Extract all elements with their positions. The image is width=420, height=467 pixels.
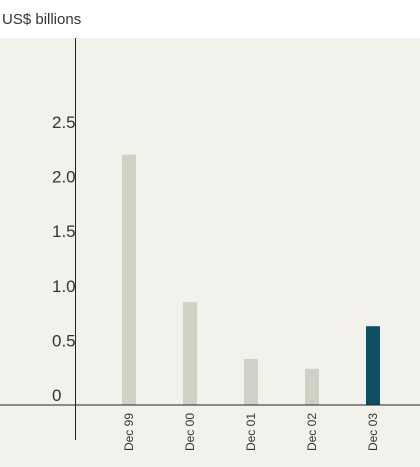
x-tick-label: Dec 02 xyxy=(305,413,319,451)
x-tick-labels: Dec 99 Dec 00 Dec 01 Dec 02 Dec 03 xyxy=(122,413,380,451)
x-tick-label: Dec 03 xyxy=(366,413,380,451)
bar-dec-03 xyxy=(366,326,380,405)
bar-dec-99 xyxy=(122,154,136,405)
y-tick-labels: 0 0.5 1.0 1.5 2.0 2.5 xyxy=(52,113,76,405)
bar-dec-00 xyxy=(183,302,197,405)
y-tick-label: 2.5 xyxy=(52,113,76,132)
y-tick-label: 0 xyxy=(52,386,61,405)
bars xyxy=(122,154,380,405)
bar-dec-02 xyxy=(305,368,319,405)
x-tick-label: Dec 01 xyxy=(244,413,258,451)
y-tick-label: 1.5 xyxy=(52,222,76,241)
bar-dec-01 xyxy=(244,358,258,405)
y-tick-label: 0.5 xyxy=(52,331,76,350)
x-tick-label: Dec 00 xyxy=(183,413,197,451)
y-axis-title: US$ billions xyxy=(2,11,81,28)
x-tick-label: Dec 99 xyxy=(122,413,136,451)
y-tick-label: 1.0 xyxy=(52,277,76,296)
y-tick-label: 2.0 xyxy=(52,168,76,187)
plot-background xyxy=(0,38,420,467)
